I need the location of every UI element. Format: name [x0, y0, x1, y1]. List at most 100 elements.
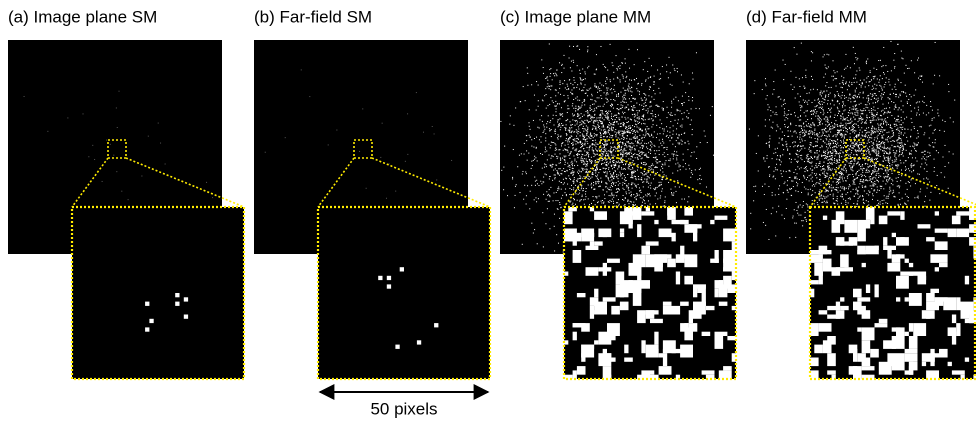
emitter [885, 183, 886, 184]
emitter [605, 98, 606, 99]
emitter [587, 95, 588, 96]
emitter [609, 151, 610, 152]
emitter [881, 129, 882, 130]
emitter [840, 177, 841, 178]
emitter [678, 138, 679, 139]
emitter [833, 76, 834, 77]
emitter [893, 132, 894, 133]
emitter [668, 112, 669, 113]
emitter [608, 101, 609, 102]
emitter [821, 119, 822, 120]
emitter [903, 122, 904, 123]
emitter [664, 200, 665, 201]
emitter [798, 207, 799, 208]
emitter [890, 125, 891, 126]
emitter [790, 146, 791, 147]
emitter [873, 150, 874, 151]
emitter [858, 145, 859, 146]
emitter [614, 100, 615, 101]
emitter [661, 123, 662, 124]
emitter [626, 145, 627, 146]
emitter [543, 132, 544, 133]
emitter [862, 181, 863, 182]
emitter [845, 109, 846, 110]
emitter [546, 108, 547, 109]
emitter [810, 174, 811, 175]
emitter [634, 153, 635, 154]
emitter [809, 131, 810, 132]
emitter [885, 122, 886, 123]
emitter [826, 82, 827, 83]
emitter [944, 131, 945, 132]
emitter [552, 164, 553, 165]
emitter [874, 93, 875, 94]
emitter [805, 188, 806, 189]
emitter [860, 92, 861, 93]
emitter [662, 108, 663, 109]
zoom-emitter [710, 220, 714, 224]
emitter [587, 111, 588, 112]
emitter [553, 142, 554, 143]
emitter [634, 176, 635, 177]
emitter [616, 55, 617, 56]
emitter [600, 133, 601, 134]
emitter [648, 176, 649, 177]
emitter [796, 202, 797, 203]
emitter [828, 134, 829, 135]
emitter [875, 169, 876, 170]
emitter [535, 157, 536, 158]
emitter [644, 137, 645, 138]
emitter [636, 103, 637, 104]
emitter [895, 161, 896, 162]
emitter [656, 159, 657, 160]
emitter [587, 165, 588, 166]
emitter [877, 180, 878, 181]
emitter [664, 202, 665, 203]
emitter [407, 113, 408, 114]
emitter [626, 191, 627, 192]
emitter [839, 103, 840, 104]
emitter [878, 141, 879, 142]
emitter [577, 179, 578, 180]
emitter [645, 135, 646, 136]
emitter [677, 170, 678, 171]
emitter [832, 163, 833, 164]
emitter [602, 126, 603, 127]
emitter [784, 113, 785, 114]
emitter [550, 145, 551, 146]
emitter [664, 156, 665, 157]
emitter [865, 163, 866, 164]
emitter [830, 175, 831, 176]
emitter [853, 159, 854, 160]
emitter [624, 175, 625, 176]
emitter [606, 183, 607, 184]
emitter [638, 123, 639, 124]
emitter [632, 91, 633, 92]
emitter [792, 136, 793, 137]
emitter [873, 109, 874, 110]
emitter [845, 118, 846, 119]
zoom-emitter [620, 229, 624, 233]
emitter [592, 140, 593, 141]
emitter [875, 165, 876, 166]
emitter [601, 202, 602, 203]
emitter [582, 154, 583, 155]
emitter [607, 172, 608, 173]
emitter [513, 125, 514, 126]
emitter [872, 145, 873, 146]
emitter [653, 157, 654, 158]
emitter [597, 124, 598, 125]
zoom-emitter [620, 293, 624, 297]
emitter [584, 115, 585, 116]
emitter [582, 128, 583, 129]
emitter [890, 112, 891, 113]
zoom-emitter [586, 246, 599, 250]
emitter [866, 200, 867, 201]
emitter [883, 161, 884, 162]
emitter [882, 138, 883, 139]
emitter [575, 149, 576, 150]
emitter [545, 138, 546, 139]
emitter [584, 162, 585, 163]
emitter [547, 83, 548, 84]
emitter [623, 95, 624, 96]
